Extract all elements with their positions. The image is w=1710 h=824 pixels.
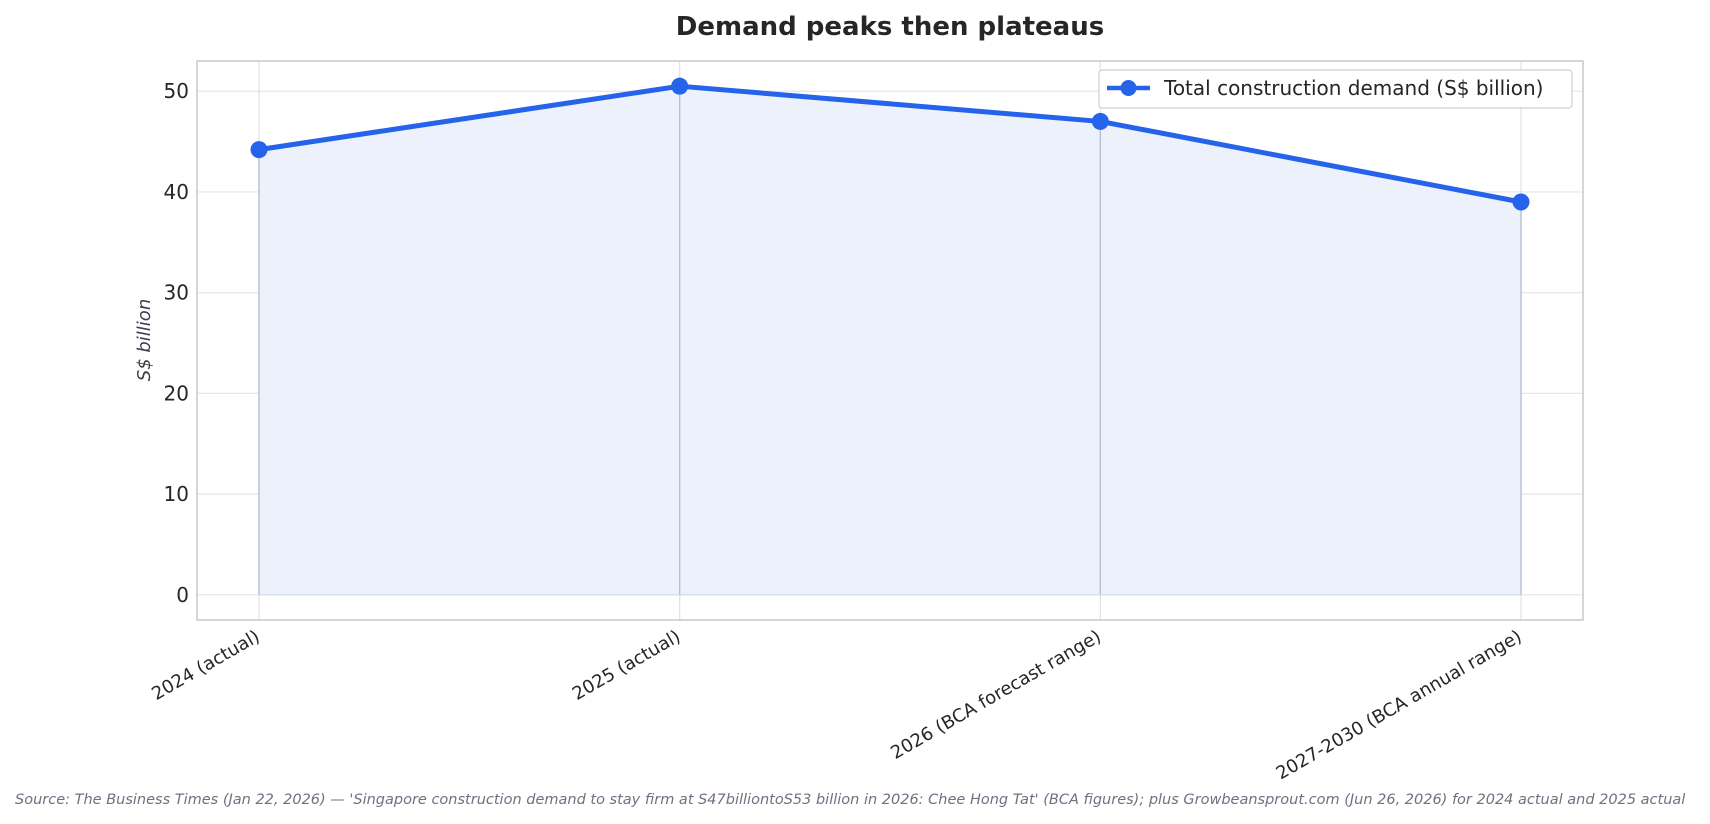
- y-tick-label: 20: [164, 381, 189, 405]
- x-tick-label: 2026 (BCA forecast range): [887, 626, 1105, 764]
- data-point: [671, 77, 689, 95]
- y-tick-label: 30: [164, 281, 189, 305]
- series-layer: [250, 77, 1530, 211]
- plot-frame: [196, 60, 1584, 621]
- chart-title: Demand peaks then plateaus: [676, 12, 1104, 42]
- y-axis-ticks: 0 10 20 30 40 50: [164, 79, 189, 607]
- area-fill-layer: [259, 86, 1521, 595]
- source-note: Source: The Business Times (Jan 22, 2026…: [15, 792, 1685, 808]
- x-tick-label: 2025 (actual): [569, 626, 684, 705]
- drop-lines: [258, 86, 1522, 596]
- legend-series-label: Total construction demand (S$ billion): [1163, 76, 1543, 100]
- y-axis-label: S$ billion: [134, 299, 155, 381]
- data-point: [1512, 193, 1530, 211]
- data-point: [250, 141, 268, 159]
- data-point: [1091, 112, 1109, 130]
- x-tick-label: 2027-2030 (BCA annual range): [1273, 626, 1526, 784]
- legend-box: [1098, 69, 1573, 109]
- legend-dot-marker: [1120, 80, 1137, 96]
- legend[interactable]: Total construction demand (S$ billion): [1098, 69, 1573, 109]
- y-tick-label: 50: [164, 79, 189, 103]
- y-tick-label: 40: [164, 180, 189, 204]
- x-tick-label: 2024 (actual): [148, 626, 263, 705]
- area-fill: [259, 86, 1521, 595]
- y-tick-label: 10: [164, 482, 189, 506]
- y-tick-label: 0: [176, 583, 189, 607]
- series-line: [256, 83, 1524, 205]
- x-axis-ticks: 2024 (actual) 2025 (actual) 2026 (BCA fore…: [148, 626, 1525, 784]
